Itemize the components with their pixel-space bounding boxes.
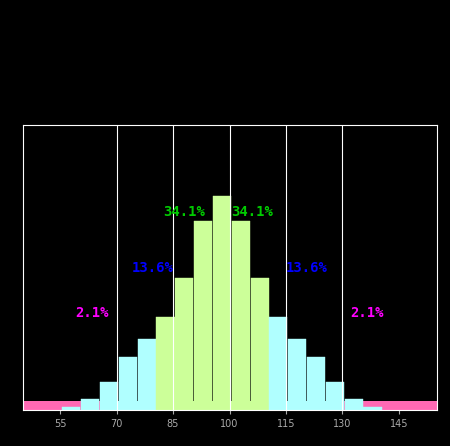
Bar	[251, 278, 269, 410]
Bar	[364, 407, 382, 410]
Bar	[345, 399, 363, 410]
Bar	[117, 401, 173, 410]
Text: 34.1%: 34.1%	[163, 205, 205, 219]
Text: 2.1%: 2.1%	[76, 306, 109, 321]
Bar	[176, 278, 194, 410]
Bar	[138, 339, 156, 410]
Bar	[119, 357, 137, 410]
Bar	[173, 401, 286, 410]
Bar	[157, 317, 175, 410]
Bar	[342, 401, 436, 410]
Bar	[213, 196, 231, 410]
Bar	[63, 407, 81, 410]
Bar	[194, 221, 212, 410]
Bar	[286, 401, 342, 410]
Bar	[326, 382, 344, 410]
Bar	[232, 221, 250, 410]
Text: 13.6%: 13.6%	[286, 260, 328, 275]
Bar	[22, 401, 117, 410]
Text: 2.1%: 2.1%	[350, 306, 383, 321]
Bar	[307, 357, 325, 410]
Bar	[100, 382, 118, 410]
Text: 13.6%: 13.6%	[131, 260, 173, 275]
Bar	[288, 339, 306, 410]
Bar	[270, 317, 288, 410]
Bar	[81, 399, 99, 410]
Text: 34.1%: 34.1%	[231, 205, 273, 219]
